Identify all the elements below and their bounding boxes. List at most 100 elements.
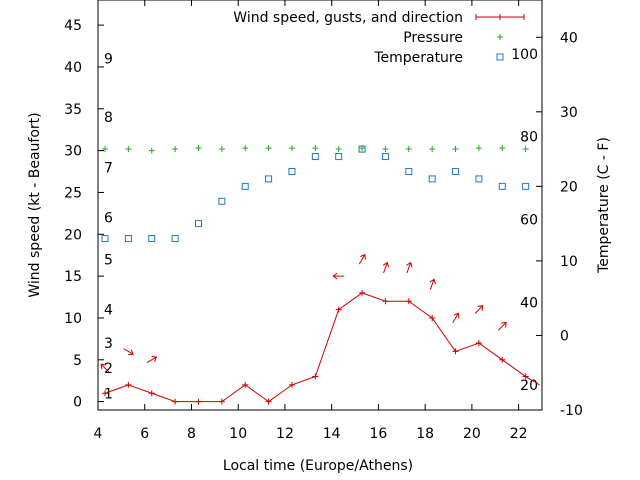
- y-axis-right-label: Temperature (C - F): [596, 137, 612, 274]
- wind-arrow: [146, 355, 158, 363]
- wind-point: [242, 381, 249, 388]
- wind-point: [125, 381, 132, 388]
- y-left-tick-label: 5: [73, 353, 82, 369]
- legend-sample-wind-marks: [475, 14, 525, 20]
- wind-direction-arrows: [100, 253, 507, 373]
- tick-labels: 4 6 8 10 12 14 16 18 20 22051015202530354045-1001…: [64, 18, 583, 442]
- x-tick-label: 4: [94, 426, 103, 442]
- wind-arrow: [429, 278, 436, 290]
- fahrenheit-label: 80: [520, 130, 538, 146]
- temperature-point: [194, 220, 202, 228]
- wind-point: [499, 356, 506, 363]
- temperature-point: [311, 153, 319, 161]
- y-right-tick-label: -10: [560, 403, 583, 419]
- pressure-point: [522, 145, 529, 152]
- wind-arrow: [358, 253, 366, 265]
- wind-arrow: [474, 305, 484, 314]
- fahrenheit-label: 40: [520, 295, 538, 311]
- temperature-point: [381, 153, 389, 161]
- legend-label-pressure: Pressure: [403, 30, 463, 46]
- pressure-point: [218, 145, 225, 152]
- beaufort-label: 1: [104, 386, 113, 402]
- wind-point: [265, 398, 272, 405]
- pressure-point: [335, 145, 342, 152]
- wind-arrow: [498, 321, 507, 331]
- wind-point: [405, 298, 412, 305]
- plot-frame: [97, 0, 543, 411]
- ticks: [97, 0, 542, 411]
- beaufort-label: 9: [104, 52, 113, 68]
- beaufort-labels: 1 2 3 4 5 6 7 8 9: [104, 52, 113, 403]
- pressure-point: [265, 145, 272, 152]
- pressure-point: [125, 145, 132, 152]
- pressure-point: [288, 145, 295, 152]
- wind-point: [195, 398, 202, 405]
- x-tick-label: 22: [510, 426, 528, 442]
- y-left-tick-label: 40: [64, 60, 82, 76]
- wind-point: [359, 289, 366, 296]
- pressure-point: [429, 145, 436, 152]
- wind-arrow: [332, 272, 345, 280]
- temperature-point: [171, 235, 179, 243]
- legend: Wind speed, gusts, and direction Pressur…: [233, 10, 525, 66]
- y-right-tick-label: 10: [560, 254, 578, 270]
- beaufort-label: 2: [104, 361, 113, 377]
- y-left-tick-label: 20: [64, 227, 82, 243]
- temperature-point: [218, 197, 226, 205]
- beaufort-label: 7: [104, 160, 113, 176]
- fahrenheit-label: 100: [511, 47, 538, 63]
- wind-point: [382, 298, 389, 305]
- wind-arrow: [452, 312, 460, 323]
- temperature-series: [101, 145, 530, 243]
- x-tick-label: 14: [323, 426, 341, 442]
- temperature-point: [452, 167, 460, 175]
- pressure-point: [148, 147, 155, 154]
- wind-point: [148, 390, 155, 397]
- temperature-point: [475, 175, 483, 183]
- y-right-tick-label: 40: [560, 30, 578, 46]
- wind-point: [172, 398, 179, 405]
- y-axis-left-label: Wind speed (kt - Beaufort): [27, 112, 43, 297]
- x-tick-label: 10: [229, 426, 247, 442]
- beaufort-label: 3: [104, 336, 113, 352]
- wind-arrow: [123, 348, 134, 356]
- x-tick-label: 12: [276, 426, 294, 442]
- y-left-tick-label: 25: [64, 185, 82, 201]
- wind-point: [218, 398, 225, 405]
- wind-point: [452, 348, 459, 355]
- y-right-tick-label: 0: [560, 328, 569, 344]
- y-left-tick-label: 0: [73, 395, 82, 411]
- wind-arrow: [382, 261, 390, 274]
- x-tick-label: 6: [140, 426, 149, 442]
- x-tick-label: 20: [463, 426, 481, 442]
- pressure-point: [312, 145, 319, 152]
- temperature-point: [428, 175, 436, 183]
- beaufort-label: 5: [104, 252, 113, 268]
- x-tick-label: 16: [370, 426, 388, 442]
- pressure-point: [382, 145, 389, 152]
- temperature-point: [124, 235, 132, 243]
- temperature-point: [498, 182, 506, 190]
- y-left-tick-label: 15: [64, 269, 82, 285]
- fahrenheit-label: 20: [520, 378, 538, 394]
- y-right-tick-label: 30: [560, 105, 578, 121]
- beaufort-label: 4: [104, 303, 113, 319]
- pressure-point: [499, 145, 506, 152]
- wind-arrow: [406, 261, 413, 274]
- wind-series: [102, 289, 540, 405]
- beaufort-label: 8: [104, 110, 113, 126]
- fahrenheit-labels: 20 40 60 80 100: [511, 47, 538, 394]
- temperature-point: [101, 235, 109, 243]
- wind-point: [475, 340, 482, 347]
- temperature-point: [405, 167, 413, 175]
- legend-sample-temperature: [496, 53, 504, 61]
- temperature-point: [335, 153, 343, 161]
- wind-point: [312, 373, 319, 380]
- temperature-point: [265, 175, 273, 183]
- pressure-point: [405, 145, 412, 152]
- wind-point: [335, 306, 342, 313]
- pressure-point: [452, 145, 459, 152]
- legend-label-wind: Wind speed, gusts, and direction: [233, 10, 463, 26]
